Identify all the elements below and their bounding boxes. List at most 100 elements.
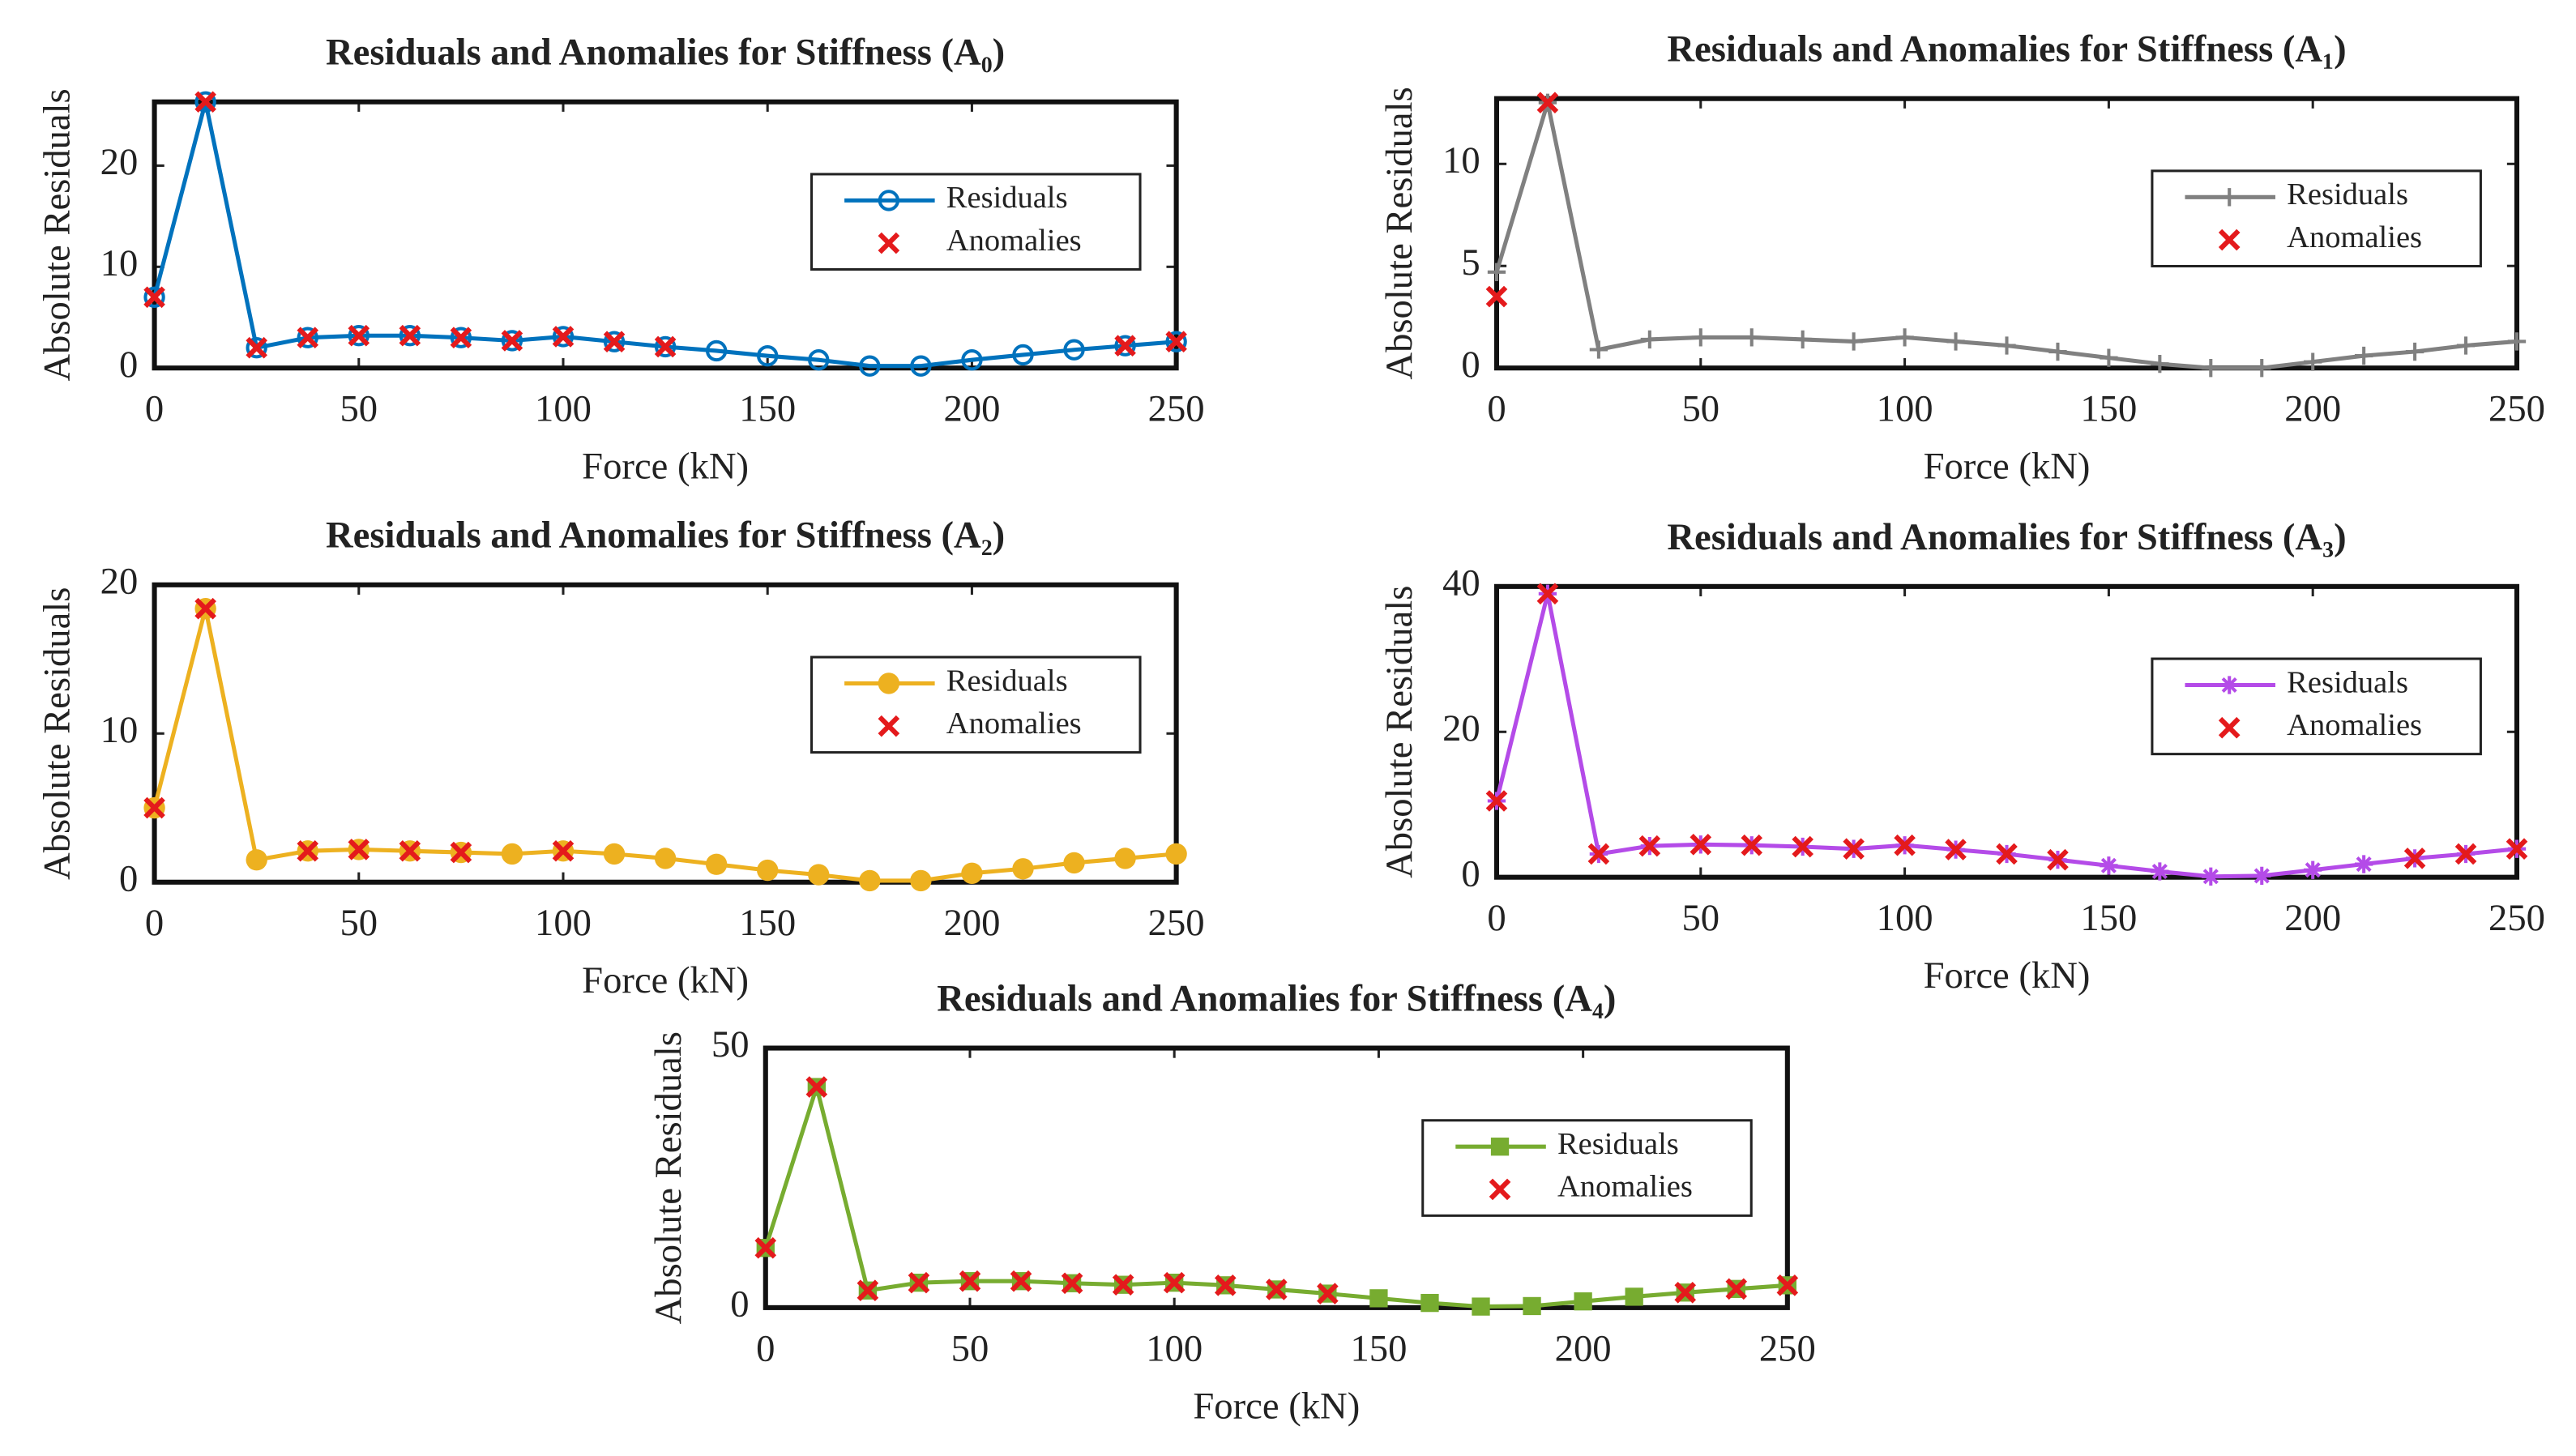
x-tick-label: 200 — [943, 902, 1000, 944]
x-tick-label: 250 — [1148, 902, 1205, 944]
marker — [194, 91, 216, 113]
y-tick-label: 10 — [100, 242, 139, 284]
subplot: Residuals and Anomalies for Stiffness (A… — [36, 515, 1205, 1001]
marker — [1214, 1275, 1237, 1296]
marker — [1010, 1270, 1032, 1292]
marker — [1776, 1275, 1799, 1296]
marker — [1997, 336, 2016, 355]
marker — [1589, 340, 1608, 359]
marker — [2202, 867, 2220, 886]
x-tick-label: 150 — [739, 388, 796, 430]
marker — [2048, 342, 2067, 361]
marker — [1587, 843, 1610, 865]
x-tick-label: 200 — [2284, 897, 2341, 939]
marker — [2151, 355, 2169, 374]
marker — [1485, 285, 1508, 308]
x-tick-label: 250 — [2488, 897, 2545, 939]
marker — [603, 843, 626, 865]
y-axis-label: Absolute Residuals — [1378, 586, 1420, 878]
marker — [1063, 339, 1085, 361]
marker — [1792, 835, 1813, 858]
x-axis-label: Force (kN) — [582, 446, 749, 488]
marker — [1742, 328, 1761, 347]
legend-label: Residuals — [2287, 665, 2408, 699]
marker — [808, 864, 830, 886]
marker — [808, 349, 830, 371]
x-tick-label: 50 — [340, 388, 378, 430]
x-tick-label: 0 — [1487, 897, 1506, 939]
x-tick-label: 50 — [1681, 388, 1719, 430]
marker — [1946, 332, 1965, 351]
marker — [1490, 1138, 1510, 1156]
x-tick-label: 50 — [340, 902, 378, 944]
marker — [878, 715, 900, 737]
x-tick-label: 200 — [2284, 388, 2341, 430]
y-axis-label: Absolute Residuals — [647, 1031, 690, 1324]
x-tick-label: 100 — [535, 388, 592, 430]
marker — [1996, 843, 2018, 865]
marker — [2355, 855, 2373, 873]
marker — [2220, 676, 2239, 694]
y-tick-label: 40 — [1442, 562, 1480, 604]
marker — [2100, 348, 2118, 367]
marker — [1674, 1281, 1697, 1304]
y-tick-label: 10 — [100, 709, 139, 751]
y-axis-label: Absolute Residuals — [36, 88, 79, 381]
x-tick-label: 100 — [1877, 897, 1933, 939]
marker — [2456, 336, 2476, 355]
x-tick-label: 0 — [145, 388, 164, 430]
y-tick-label: 0 — [119, 857, 138, 899]
marker — [2220, 188, 2239, 207]
y-tick-label: 5 — [1461, 241, 1480, 284]
marker — [348, 839, 370, 860]
marker — [348, 324, 370, 347]
marker — [603, 331, 626, 353]
marker — [246, 849, 267, 871]
legend-box — [810, 655, 1142, 754]
marker — [501, 330, 523, 352]
marker — [961, 349, 983, 371]
x-tick-label: 50 — [951, 1327, 989, 1369]
marker — [1420, 1293, 1439, 1313]
marker — [859, 355, 881, 377]
marker — [857, 1279, 879, 1302]
x-axis-label: Force (kN) — [582, 959, 749, 1001]
marker — [910, 355, 932, 377]
marker — [1165, 843, 1187, 865]
marker — [1114, 848, 1136, 869]
marker — [754, 1236, 777, 1259]
marker — [1012, 344, 1034, 366]
marker — [246, 337, 267, 359]
marker — [2218, 716, 2241, 739]
marker — [1266, 1279, 1288, 1300]
marker — [2507, 332, 2527, 351]
plot-frame — [1493, 583, 2520, 880]
marker — [348, 325, 370, 347]
marker — [1690, 834, 1712, 856]
x-tick-label: 100 — [1146, 1327, 1203, 1369]
x-axis-label: Force (kN) — [1193, 1385, 1360, 1427]
marker — [1894, 834, 1916, 856]
x-tick-label: 0 — [145, 902, 164, 944]
marker — [1523, 1296, 1541, 1316]
y-tick-label: 0 — [119, 344, 138, 386]
subplot: Residuals and Anomalies for Stiffness (A… — [1378, 28, 2545, 488]
x-tick-label: 150 — [1350, 1327, 1407, 1369]
marker — [878, 672, 900, 694]
marker — [2304, 860, 2322, 879]
marker — [2047, 848, 2069, 871]
marker — [2202, 359, 2220, 378]
marker — [143, 286, 165, 308]
marker — [399, 324, 421, 347]
x-tick-label: 150 — [739, 902, 796, 944]
marker — [757, 859, 779, 882]
legend-box — [2151, 169, 2482, 268]
marker — [705, 339, 728, 362]
marker — [1317, 1283, 1339, 1304]
marker — [399, 839, 421, 862]
y-axis-label: Absolute Residuals — [36, 587, 79, 880]
marker — [654, 335, 677, 358]
legend-label: Anomalies — [2287, 708, 2422, 742]
chart-title: Residuals and Anomalies for Stiffness (A… — [1667, 516, 2346, 558]
